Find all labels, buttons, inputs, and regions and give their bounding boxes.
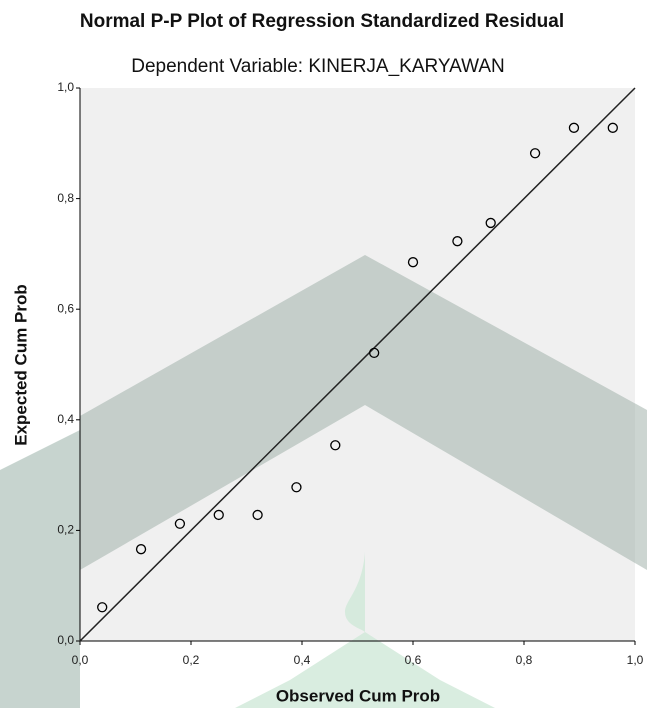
- page: {"chart_data": {"type": "scatter", "titl…: [0, 0, 647, 713]
- x-tick-label: 0,2: [183, 653, 200, 667]
- chart-title: Normal P-P Plot of Regression Standardiz…: [80, 11, 564, 32]
- x-tick-label: 0,4: [294, 653, 311, 667]
- x-tick-label: 0,8: [516, 653, 533, 667]
- x-tick-label: 0,6: [405, 653, 422, 667]
- y-tick-label: 0,4: [57, 412, 74, 426]
- y-tick-label: 0,0: [57, 633, 74, 647]
- x-tick-label: 0,0: [72, 653, 89, 667]
- chart-subtitle: Dependent Variable: KINERJA_KARYAWAN: [131, 56, 505, 77]
- chart: Normal P-P Plot of Regression Standardiz…: [0, 0, 647, 708]
- y-tick-label: 1,0: [57, 80, 74, 94]
- y-tick-label: 0,2: [57, 523, 74, 537]
- y-axis-label: Expected Cum Prob: [11, 284, 30, 446]
- x-tick-label: 1,0: [627, 653, 644, 667]
- y-tick-label: 0,6: [57, 301, 74, 315]
- x-axis-label: Observed Cum Prob: [276, 686, 440, 705]
- watermark: [0, 430, 80, 708]
- y-tick-label: 0,8: [57, 191, 74, 205]
